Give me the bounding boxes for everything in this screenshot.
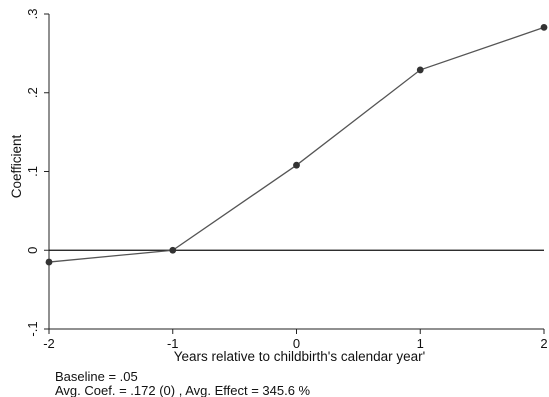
y-tick-label: .1 — [25, 166, 40, 177]
x-tick-label: -1 — [167, 336, 179, 351]
data-point — [540, 23, 548, 31]
data-point — [169, 246, 177, 254]
y-tick-label: 0 — [25, 247, 40, 254]
x-axis: -2 -1 0 1 2 — [43, 328, 548, 351]
series-line — [48, 26, 545, 263]
x-tick-label: 0 — [293, 336, 300, 351]
x-tick-label: 1 — [417, 336, 424, 351]
y-axis-title: Coefficient — [9, 134, 24, 198]
data-point — [416, 66, 424, 74]
series-layer — [45, 23, 548, 266]
data-point — [45, 258, 53, 266]
y-axis: -.1 0 .1 .2 .3 — [25, 9, 50, 337]
y-tick-label: .3 — [25, 9, 40, 20]
x-axis-title: Years relative to childbirth's calendar … — [174, 349, 426, 364]
average-effect-note: Avg. Coef. = .172 (0) , Avg. Effect = 34… — [55, 383, 311, 397]
x-tick-label: 2 — [540, 336, 547, 351]
y-tick-label: .2 — [25, 87, 40, 98]
baseline-note: Baseline = .05 — [55, 369, 138, 384]
y-tick-label: -.1 — [25, 321, 40, 336]
data-point — [293, 161, 300, 169]
x-tick-label: -2 — [43, 336, 55, 351]
